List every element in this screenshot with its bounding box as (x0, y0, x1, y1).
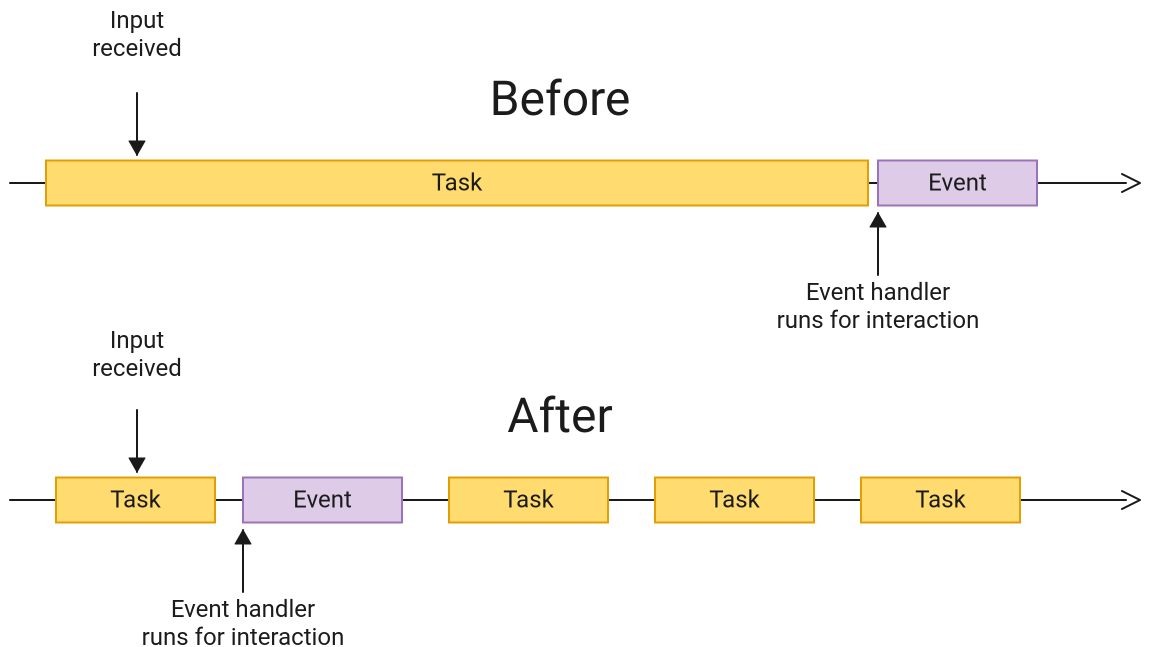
event-block: Event (243, 478, 402, 523)
task-label: Task (110, 485, 161, 513)
handler_annot-annotation: Event handlerruns for interaction (142, 595, 345, 647)
event-label: Event (928, 168, 987, 196)
event-block: Event (878, 161, 1037, 206)
task-label: Task (709, 485, 760, 513)
after-title: After (507, 387, 612, 444)
task-label: Task (915, 485, 966, 513)
input_annot-annotation: Inputreceived (92, 6, 182, 62)
task-block: Task (56, 478, 215, 523)
before-title: Before (490, 70, 631, 127)
task-block: Task (449, 478, 608, 523)
handler_annot-annotation: Event handlerruns for interaction (777, 278, 980, 334)
task-block: Task (655, 478, 814, 523)
event-label: Event (293, 485, 352, 513)
task-block: Task (861, 478, 1020, 523)
input_annot-annotation: Inputreceived (92, 326, 182, 382)
task-label: Task (432, 168, 483, 196)
task-label: Task (503, 485, 554, 513)
task-block: Task (46, 161, 868, 206)
